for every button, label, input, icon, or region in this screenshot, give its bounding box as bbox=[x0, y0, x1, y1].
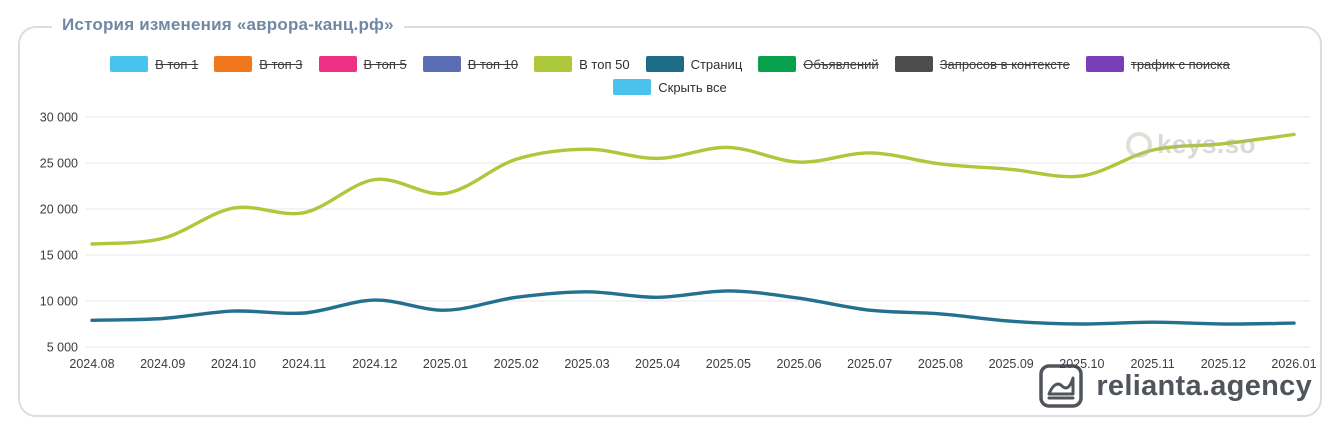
x-tick-label: 2025.07 bbox=[847, 357, 892, 371]
legend-label: трафик с поиска bbox=[1130, 56, 1230, 72]
legend-swatch bbox=[1085, 56, 1124, 72]
legend-label: В топ 3 bbox=[259, 56, 303, 72]
chart-title: История изменения «аврора-канц.рф» bbox=[52, 15, 404, 35]
legend-item[interactable]: трафик с поиска bbox=[1085, 56, 1230, 72]
legend-item[interactable]: Запросов в контексте bbox=[894, 56, 1070, 72]
x-tick-label: 2025.02 bbox=[494, 357, 539, 371]
legend-swatch bbox=[534, 56, 573, 72]
legend-label: В топ 50 bbox=[579, 56, 630, 72]
x-tick-label: 2024.12 bbox=[352, 357, 397, 371]
legend-item[interactable]: В топ 5 bbox=[318, 56, 407, 72]
legend-swatch bbox=[422, 56, 461, 72]
x-tick-label: 2024.09 bbox=[140, 357, 185, 371]
legend-item[interactable]: В топ 1 bbox=[110, 56, 198, 72]
legend-label: В топ 10 bbox=[467, 56, 519, 72]
history-chart-card: История изменения «аврора-канц.рф» В топ… bbox=[18, 15, 1322, 417]
legend-item[interactable]: Объявлений bbox=[758, 56, 879, 72]
legend-swatch bbox=[758, 56, 797, 72]
legend-label: Скрыть все bbox=[658, 79, 727, 95]
x-tick-label: 2024.10 bbox=[211, 357, 256, 371]
legend-swatch bbox=[645, 56, 684, 72]
legend-item[interactable]: В топ 50 bbox=[534, 56, 630, 72]
x-tick-label: 2024.08 bbox=[69, 357, 114, 371]
legend-swatch bbox=[894, 56, 933, 72]
legend-swatch bbox=[318, 56, 357, 72]
y-tick-label: 30 000 bbox=[40, 111, 78, 125]
x-tick-label: 2025.11 bbox=[1130, 357, 1174, 371]
legend-row-1: В топ 1 В топ 3 В топ 5 В топ 10 В топ 50 Стр… bbox=[110, 56, 1230, 72]
x-tick-label: 2025.05 bbox=[706, 357, 751, 371]
x-tick-label: 2025.03 bbox=[564, 357, 609, 371]
chart-area: 5 000 10 000 15 000 20 000 25 000 30 000 2024.… bbox=[20, 97, 1320, 375]
y-tick-label: 5 000 bbox=[47, 341, 78, 355]
x-tick-label: 2025.12 bbox=[1201, 357, 1246, 371]
y-tick-label: 20 000 bbox=[40, 203, 78, 217]
x-tick-label: 2024.11 bbox=[282, 357, 326, 371]
x-tick-label: 2026.01 bbox=[1271, 357, 1316, 371]
legend-item[interactable]: Скрыть все bbox=[613, 79, 727, 95]
legend-label: Объявлений bbox=[803, 56, 879, 72]
legend-item[interactable]: В топ 10 bbox=[422, 56, 519, 72]
x-tick-label: 2025.10 bbox=[1059, 357, 1104, 371]
legend-label: Страниц bbox=[690, 56, 743, 72]
x-tick-label: 2025.04 bbox=[635, 357, 680, 371]
x-tick-label: 2025.08 bbox=[918, 357, 963, 371]
legend-row-2: Скрыть все bbox=[613, 79, 727, 95]
series-line-pages bbox=[90, 289, 1296, 326]
x-tick-label: 2025.06 bbox=[776, 357, 821, 371]
y-tick-label: 15 000 bbox=[40, 249, 78, 263]
x-tick-label: 2025.01 bbox=[423, 357, 468, 371]
y-tick-label: 10 000 bbox=[40, 295, 78, 309]
series-line-top50 bbox=[90, 132, 1296, 246]
line-chart-svg: 5 000 10 000 15 000 20 000 25 000 30 000 2024.… bbox=[40, 111, 1316, 372]
legend-swatch bbox=[613, 79, 652, 95]
y-tick-label: 25 000 bbox=[40, 157, 78, 171]
chart-legend: В топ 1 В топ 3 В топ 5 В топ 10 В топ 50 Стр… bbox=[20, 28, 1320, 95]
legend-item[interactable]: Страниц bbox=[645, 56, 743, 72]
x-tick-label: 2025.09 bbox=[989, 357, 1034, 371]
legend-item[interactable]: В топ 3 bbox=[214, 56, 303, 72]
legend-swatch bbox=[214, 56, 253, 72]
legend-label: Запросов в контексте bbox=[939, 56, 1070, 72]
legend-label: В топ 1 bbox=[155, 56, 199, 72]
legend-label: В топ 5 bbox=[363, 56, 407, 72]
legend-swatch bbox=[110, 56, 149, 72]
